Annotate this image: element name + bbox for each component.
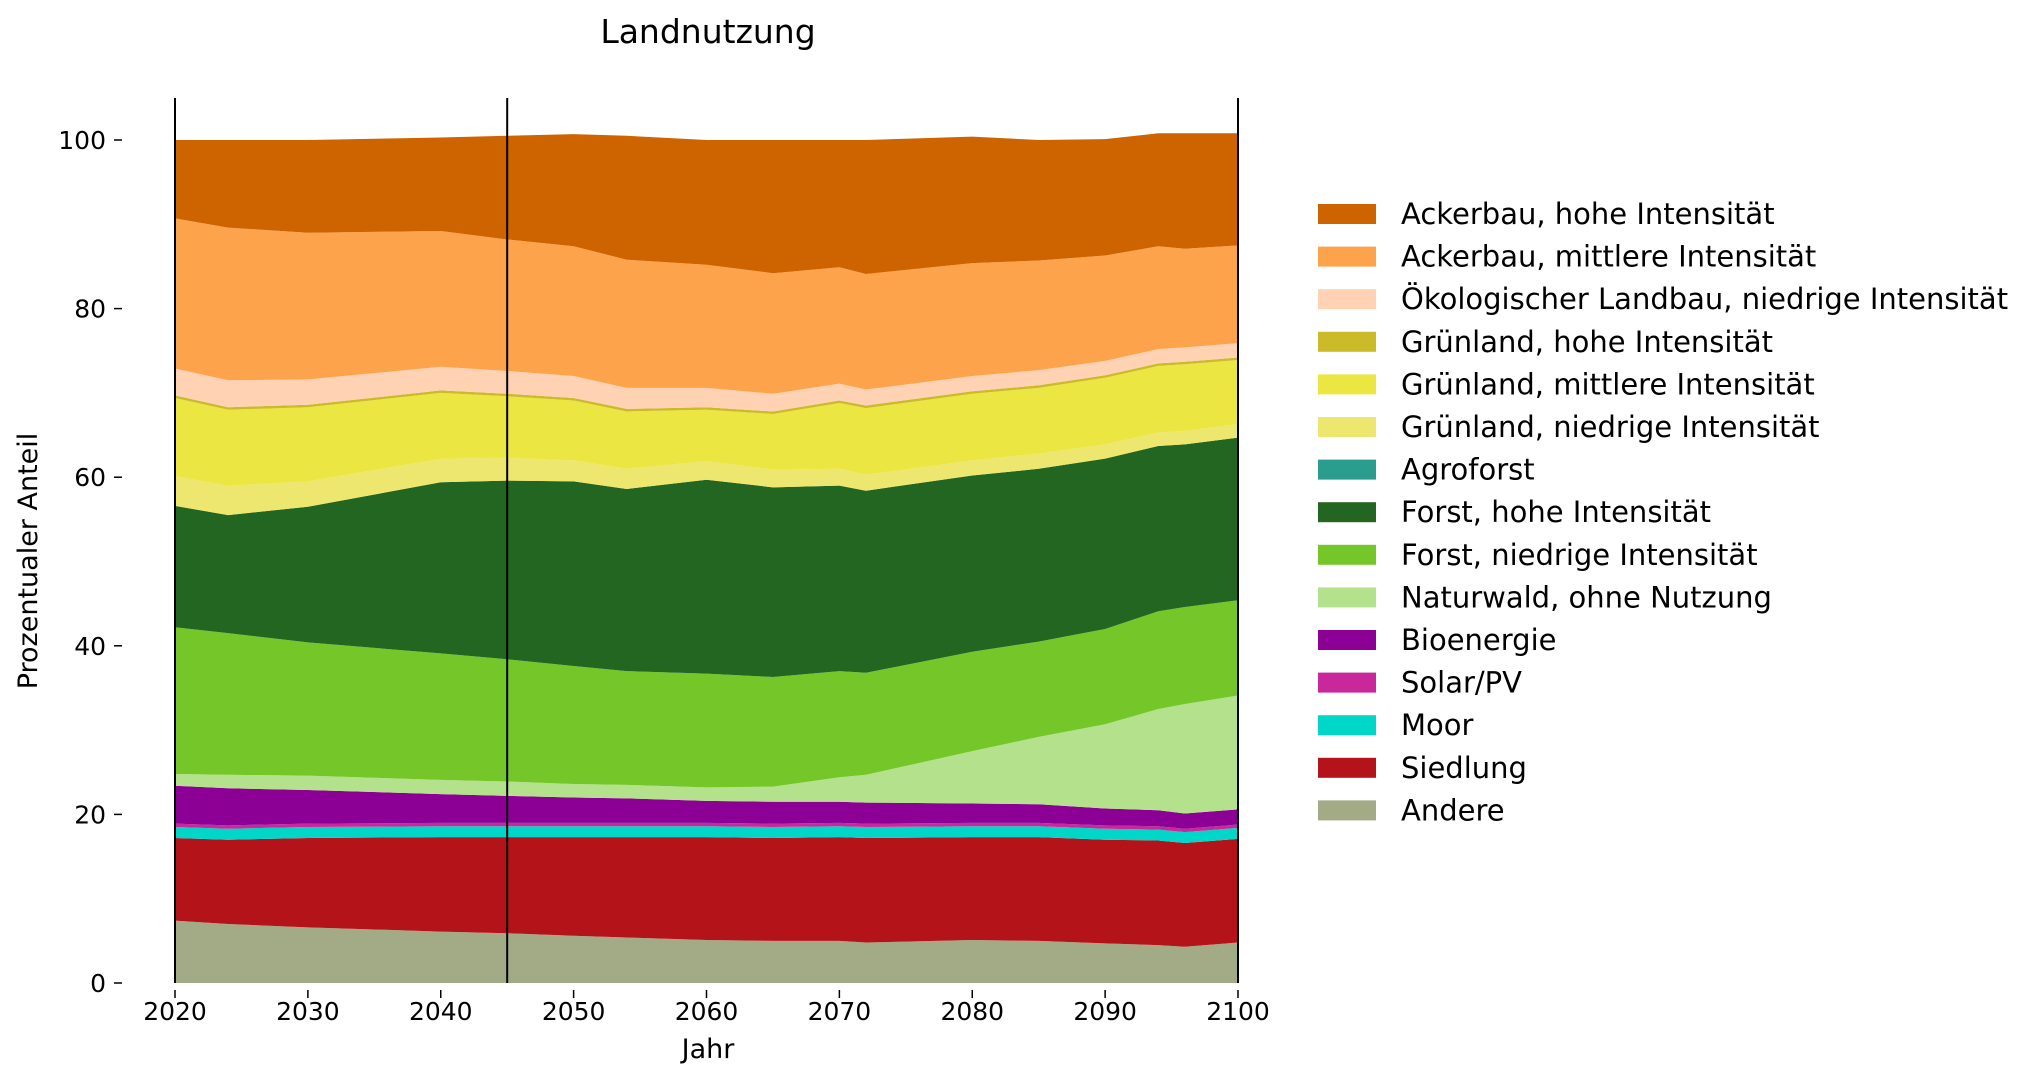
area-naturwald-ohne-nutzung [175,695,1238,814]
x-tick-label: 2050 [542,997,606,1026]
legend-label-siedlung: Siedlung [1401,751,1527,785]
legend-swatch-bioenergie [1318,630,1376,650]
x-tick-label: 2070 [808,997,872,1026]
x-tick-label: 2020 [143,997,207,1026]
legend-swatch-forst-hohe-intensitaet [1318,502,1376,523]
y-tick-label: 100 [58,126,106,155]
legend: Ackerbau, hohe Intensität Ackerbau, mittl… [1318,197,2008,827]
area-siedlung [175,837,1238,947]
legend-swatch-oekologischer-landbau-niedrige-intensitaet [1318,289,1376,310]
y-tick-label: 80 [74,295,106,324]
y-axis-label: Prozentualer Anteil [13,433,44,690]
legend-swatch-naturwald-ohne-nutzung [1318,587,1376,608]
y-tick-label: 60 [74,463,106,492]
legend-label-gruenland-niedrige-intensitaet: Grünland, niedrige Intensität [1401,410,1820,444]
area-forst-hohe-intensitaet [175,437,1238,677]
legend-label-ackerbau-hohe-intensitaet: Ackerbau, hohe Intensität [1401,197,1775,231]
chart-title: Landnutzung [600,12,815,51]
area-forst-niedrige-intensitaet [175,600,1238,788]
legend-label-ackerbau-mittlere-intensitaet: Ackerbau, mittlere Intensität [1401,240,1816,274]
area-ackerbau-mittlere-intensitaet [175,218,1238,394]
legend-swatch-gruenland-mittlere-intensitaet [1318,374,1376,395]
area-andere [175,920,1238,983]
legend-label-andere: Andere [1401,793,1505,827]
legend-label-gruenland-hohe-intensitaet: Grünland, hohe Intensität [1401,325,1773,359]
legend-swatch-forst-niedrige-intensitaet [1318,544,1376,565]
legend-swatch-gruenland-niedrige-intensitaet [1318,417,1376,437]
x-tick-label: 2100 [1206,997,1270,1026]
legend-swatch-moor [1318,715,1376,736]
legend-label-gruenland-mittlere-intensitaet: Grünland, mittlere Intensität [1401,367,1815,401]
legend-swatch-ackerbau-mittlere-intensitaet [1318,246,1376,267]
y-axis: 0 20 40 60 80 100 [58,126,122,998]
x-tick-label: 2060 [675,997,739,1026]
legend-label-moor: Moor [1401,708,1474,742]
area-gruenland-niedrige-intensitaet [175,424,1238,516]
y-tick-label: 0 [90,969,106,998]
area-oekologischer-landbau-niedrige-intensitaet [175,343,1238,412]
legend-label-solar-pv: Solar/PV [1401,666,1522,700]
legend-label-oekologischer-landbau-niedrige-intensitaet: Ökologischer Landbau, niedrige Intensitä… [1401,282,2008,316]
area-ackerbau-hohe-intensitaet [175,133,1238,275]
x-axis: 2020 2030 2040 2050 2060 2070 2080 2090 2100 [143,990,1270,1026]
legend-swatch-agroforst [1318,459,1376,480]
x-axis-label: Jahr [680,1034,736,1065]
legend-label-bioenergie: Bioenergie [1401,623,1556,657]
x-tick-label: 2090 [1073,997,1137,1026]
legend-label-forst-niedrige-intensitaet: Forst, niedrige Intensität [1401,538,1758,572]
legend-swatch-andere [1318,800,1376,821]
area-bioenergie [175,785,1238,829]
y-tick-label: 40 [74,632,106,661]
legend-swatch-siedlung [1318,757,1376,778]
x-tick-label: 2030 [276,997,340,1026]
area-gruenland-mittlere-intensitaet [175,360,1238,486]
vertical-lines [174,98,1239,983]
stacked-areas [175,133,1238,983]
y-tick-label: 20 [74,800,106,829]
area-solar-pv [175,822,1238,833]
legend-swatch-gruenland-hohe-intensitaet [1318,331,1376,352]
area-moor [175,826,1238,844]
legend-swatch-ackerbau-hohe-intensitaet [1318,204,1376,224]
x-tick-label: 2040 [409,997,473,1026]
legend-swatch-solar-pv [1318,672,1376,693]
x-tick-label: 2080 [940,997,1004,1026]
legend-label-forst-hohe-intensitaet: Forst, hohe Intensität [1401,495,1711,529]
legend-label-naturwald-ohne-nutzung: Naturwald, ohne Nutzung [1401,580,1772,614]
legend-label-agroforst: Agroforst [1401,453,1535,487]
